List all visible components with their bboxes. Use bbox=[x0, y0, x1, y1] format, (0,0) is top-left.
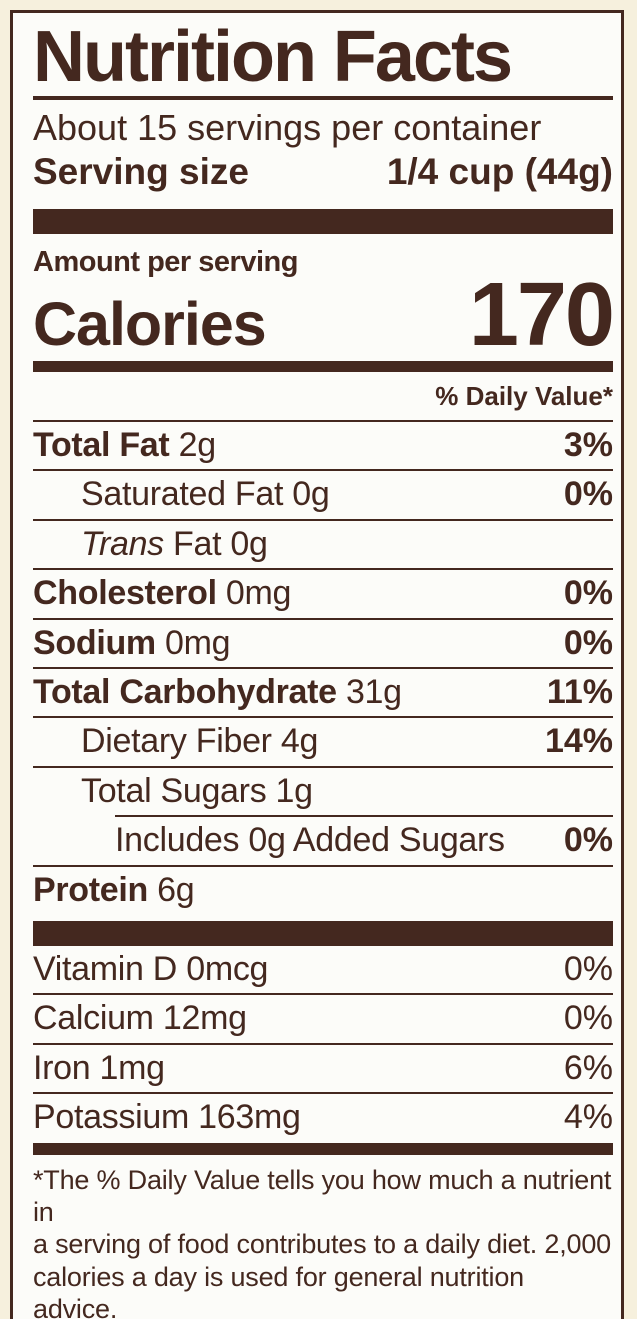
nutrient-dv: 0% bbox=[563, 623, 613, 662]
vitamin-name: Calcium 12mg bbox=[33, 999, 247, 1038]
vitamin-name: Iron 1mg bbox=[33, 1048, 165, 1087]
daily-value-footnote: *The % Daily Value tells you how much a … bbox=[33, 1155, 613, 1319]
calories-label: Calories bbox=[33, 290, 267, 359]
vitamin-name: Vitamin D 0mcg bbox=[33, 949, 269, 988]
section-divider-bar bbox=[33, 209, 613, 235]
nutrient-name: Total Carbohydrate bbox=[33, 673, 337, 712]
nutrient-name: Sodium bbox=[33, 623, 156, 662]
vitamin-dv: 0% bbox=[563, 949, 613, 988]
nutrient-name: Protein bbox=[33, 870, 149, 909]
serving-size-row: Serving size 1/4 cup (44g) bbox=[33, 152, 613, 193]
nutrient-dv: 0% bbox=[563, 821, 613, 860]
nutrient-dv: 11% bbox=[546, 673, 613, 712]
title-divider bbox=[33, 96, 613, 100]
vitamin-dv: 4% bbox=[563, 1098, 613, 1137]
nutrient-amount: 31g bbox=[336, 673, 402, 712]
nutrient-name: Cholesterol bbox=[33, 574, 217, 613]
nutrient-amount: Total Sugars 1g bbox=[81, 771, 313, 810]
nutrient-amount: 2g bbox=[169, 426, 217, 465]
calories-divider-bar bbox=[33, 361, 613, 373]
nutrient-amount: Saturated Fat 0g bbox=[81, 475, 330, 514]
nutrient-amount: Fat 0g bbox=[163, 524, 268, 563]
nutrient-amount: 0mg bbox=[216, 574, 292, 613]
nutrient-row-sodium: Sodium 0mg 0% bbox=[33, 617, 613, 667]
vitamin-dv: 6% bbox=[563, 1048, 613, 1087]
daily-value-header: % Daily Value* bbox=[33, 372, 613, 423]
nutrient-row-cholesterol: Cholesterol 0mg 0% bbox=[33, 568, 613, 617]
vitamin-row-vitamin-d: Vitamin D 0mcg 0% bbox=[33, 946, 613, 993]
nutrient-row-total-sugars: Total Sugars 1g bbox=[33, 765, 613, 815]
vitamin-name: Potassium 163mg bbox=[33, 1098, 301, 1137]
serving-size-value: 1/4 cup (44g) bbox=[386, 151, 613, 193]
nutrient-amount: Dietary Fiber 4g bbox=[81, 722, 319, 761]
label-title: Nutrition Facts bbox=[33, 17, 513, 97]
nutrition-facts-label: Nutrition Facts About 15 servings per co… bbox=[10, 10, 624, 1319]
serving-size-label: Serving size bbox=[33, 151, 249, 193]
amount-per-serving-label: Amount per serving bbox=[33, 246, 298, 279]
servings-per-container: About 15 servings per container bbox=[33, 107, 542, 148]
nutrient-dv: 14% bbox=[544, 722, 613, 761]
nutrient-row-total-fat: Total Fat 2g 3% bbox=[33, 422, 613, 469]
vitamin-row-potassium: Potassium 163mg 4% bbox=[33, 1092, 613, 1141]
nutrient-row-total-carbohydrate: Total Carbohydrate 31g 11% bbox=[33, 667, 613, 716]
nutrient-amount: 6g bbox=[148, 870, 195, 909]
nutrient-row-trans-fat: Trans Fat 0g bbox=[33, 518, 613, 568]
footnote-line: a serving of food contributes to a daily… bbox=[33, 1229, 611, 1260]
nutrient-dv: 0% bbox=[563, 475, 613, 514]
footnote-line: calories a day is used for general nutri… bbox=[33, 1261, 524, 1319]
calories-row: Calories 170 bbox=[33, 265, 615, 366]
nutrient-dv: 3% bbox=[563, 426, 613, 465]
footnote-line: *The % Daily Value tells you how much a … bbox=[33, 1164, 612, 1227]
nutrient-name: Total Fat bbox=[33, 426, 170, 465]
vitamin-row-iron: Iron 1mg 6% bbox=[33, 1042, 613, 1092]
nutrient-dv: 0% bbox=[563, 574, 613, 613]
nutrient-amount: 0mg bbox=[155, 623, 231, 662]
nutrient-row-saturated-fat: Saturated Fat 0g 0% bbox=[33, 469, 613, 518]
nutrient-row-dietary-fiber: Dietary Fiber 4g 14% bbox=[33, 716, 613, 765]
nutrient-row-protein: Protein 6g bbox=[33, 864, 613, 914]
nutrient-amount: Includes 0g Added Sugars bbox=[115, 821, 505, 860]
vitamin-row-calcium: Calcium 12mg 0% bbox=[33, 993, 613, 1042]
vitamin-dv: 0% bbox=[563, 999, 613, 1038]
calories-value: 170 bbox=[468, 265, 615, 366]
nutrient-name: Trans bbox=[81, 524, 164, 563]
vitamins-divider-bar bbox=[33, 920, 613, 946]
footnote-divider-bar bbox=[33, 1142, 613, 1155]
nutrient-row-added-sugars: Includes 0g Added Sugars 0% bbox=[115, 815, 613, 864]
